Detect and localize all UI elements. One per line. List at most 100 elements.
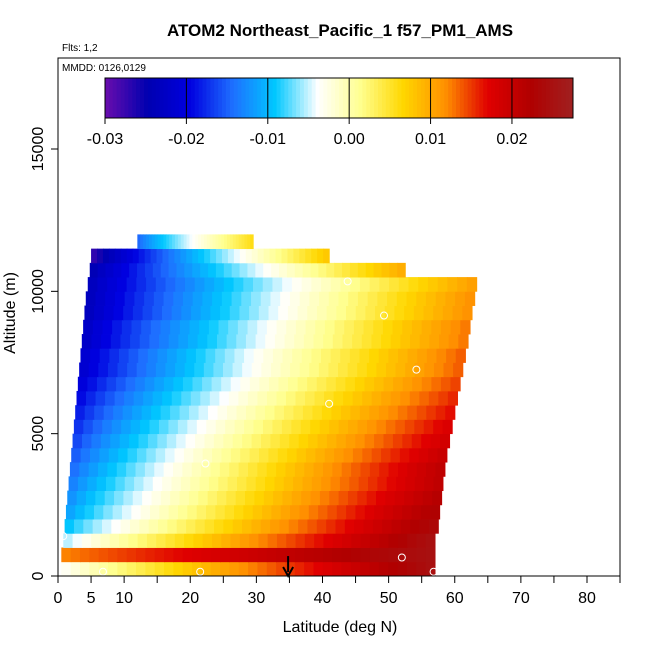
heatmap-cell: [262, 277, 274, 292]
heatmap-cell: [221, 533, 232, 548]
heatmap-cell: [211, 533, 222, 548]
heatmap-cell: [391, 519, 402, 534]
heatmap-cell: [262, 419, 274, 435]
heatmap-cell: [382, 519, 393, 534]
heatmap-cell: [196, 504, 207, 520]
heatmap-cell: [67, 490, 78, 506]
heatmap-cell: [446, 348, 457, 363]
heatmap-cell: [357, 490, 368, 506]
heatmap-cell: [206, 419, 217, 435]
colorbar-swatch: [537, 78, 543, 118]
heatmap-cell: [276, 462, 287, 477]
heatmap-cell: [307, 305, 318, 321]
heatmap-cell: [282, 348, 293, 363]
heatmap-cell: [233, 277, 244, 292]
heatmap-cell: [258, 533, 269, 548]
heatmap-cell: [282, 490, 293, 506]
heatmap-cell: [294, 334, 305, 349]
heatmap-cell: [223, 277, 235, 292]
heatmap-cell: [201, 462, 212, 477]
heatmap-cell: [453, 362, 464, 378]
heatmap-cell: [374, 433, 385, 449]
heatmap-cell: [237, 476, 247, 491]
heatmap-cell: [150, 248, 158, 264]
heatmap-cell: [227, 234, 231, 250]
heatmap-cell: [179, 405, 190, 420]
heatmap-cell: [143, 390, 154, 406]
colorbar-swatch: [202, 78, 207, 118]
heatmap-cell: [299, 248, 306, 264]
heatmap-cell: [204, 519, 215, 534]
heatmap-cell: [323, 334, 334, 349]
heatmap-cell: [204, 248, 211, 264]
heatmap-cell: [120, 519, 131, 534]
heatmap-cell: [252, 504, 263, 520]
heatmap-cell: [245, 405, 257, 420]
heatmap-cell: [208, 405, 219, 420]
heatmap-cell: [293, 405, 304, 420]
sample-marker: [59, 532, 68, 541]
heatmap-cell: [158, 519, 168, 534]
heatmap-cell: [176, 348, 187, 363]
heatmap-cell: [234, 419, 245, 435]
heatmap-cell: [152, 305, 163, 321]
heatmap-cell: [313, 547, 324, 563]
heatmap-cell: [291, 419, 302, 435]
heatmap-cell: [199, 319, 210, 335]
heatmap-row: [79, 362, 464, 378]
heatmap-cell: [318, 362, 330, 378]
heatmap-cell: [120, 248, 128, 264]
heatmap-cell: [247, 462, 258, 477]
heatmap-cell: [238, 561, 249, 577]
heatmap-cell: [315, 319, 326, 335]
heatmap-cell: [109, 348, 120, 363]
heatmap-cell: [314, 533, 325, 548]
heatmap-cell: [141, 319, 152, 335]
colorbar-swatch: [389, 78, 395, 118]
heatmap-cell: [144, 248, 152, 264]
colorbar-swatch: [327, 78, 332, 118]
heatmap-cell: [76, 490, 87, 506]
heatmap-cell: [210, 561, 221, 577]
sample-marker: [98, 567, 107, 576]
colorbar-swatch: [292, 78, 297, 118]
heatmap-cell: [360, 533, 371, 548]
heatmap-cell: [225, 419, 236, 435]
heatmap-cell: [312, 405, 323, 420]
heatmap-cell: [202, 447, 213, 463]
heatmap-cell: [136, 547, 146, 563]
heatmap-cell: [376, 362, 387, 378]
heatmap-cell: [383, 433, 394, 449]
heatmap-cell: [266, 561, 277, 577]
heatmap-cell: [416, 547, 427, 563]
heatmap-cell: [245, 490, 255, 506]
heatmap-cell: [146, 447, 157, 463]
heatmap-cell: [257, 547, 268, 563]
colorbar-swatch: [171, 78, 176, 118]
heatmap-cell: [91, 334, 102, 349]
heatmap-cell: [155, 277, 167, 292]
heatmap-cell: [117, 362, 128, 378]
heatmap-cell: [173, 376, 184, 392]
heatmap-cell: [160, 234, 164, 250]
heatmap-cell: [332, 533, 343, 548]
heatmap-cell: [80, 447, 91, 463]
heatmap-cell: [369, 348, 380, 363]
heatmap-cell: [179, 490, 190, 506]
heatmap-cell: [161, 305, 173, 321]
heatmap-cell: [251, 362, 262, 378]
heatmap-cell: [202, 376, 213, 392]
heatmap-cell: [346, 305, 357, 321]
heatmap-cell: [329, 419, 340, 435]
heatmap-cell: [128, 348, 139, 363]
heatmap-cell: [155, 362, 167, 378]
heatmap-cell: [167, 348, 178, 363]
heatmap-cell: [170, 490, 181, 506]
heatmap-cell: [332, 462, 343, 477]
heatmap-cell: [396, 291, 408, 306]
heatmap-cell: [278, 262, 288, 278]
heatmap-cell: [165, 447, 176, 463]
colorbar-tick-label: -0.02: [168, 131, 205, 148]
plot-frame: [57, 57, 621, 577]
heatmap-cell: [130, 419, 141, 435]
